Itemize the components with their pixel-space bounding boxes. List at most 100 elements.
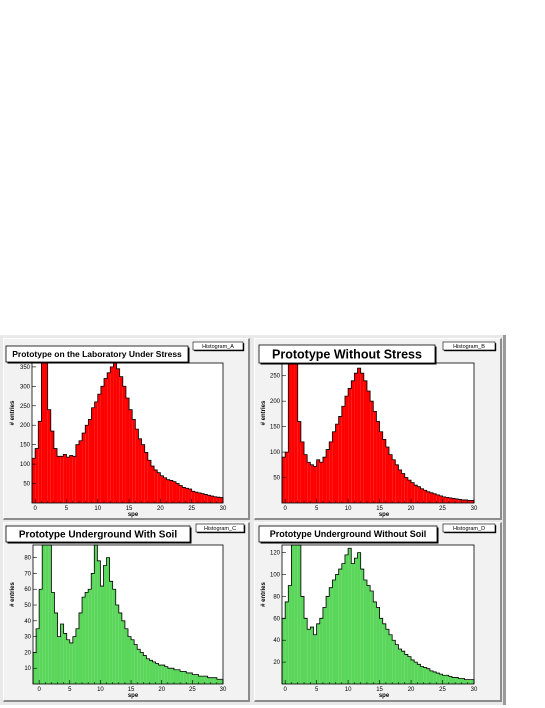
chart-title: Prototype on the Laboratory Under Stress — [12, 349, 182, 359]
histogram-bin — [461, 499, 465, 503]
y-tick-label: 120 — [270, 551, 281, 557]
histogram-bin — [173, 669, 178, 684]
histogram-bin — [191, 491, 195, 503]
histogram-bin — [351, 563, 355, 684]
y-tick-label: 250 — [20, 404, 31, 410]
histogram-bin — [310, 627, 314, 684]
histogram-bin — [78, 440, 83, 503]
histogram-bin — [57, 636, 61, 684]
histogram-bin — [69, 642, 73, 684]
histogram-bin — [344, 396, 349, 503]
histogram-bin — [445, 675, 449, 684]
histogram-bin — [423, 667, 427, 684]
histogram-bin — [433, 671, 437, 684]
histogram-bin — [109, 581, 113, 684]
x-tick-label: 30 — [471, 506, 478, 512]
histogram-bin — [32, 458, 36, 503]
histogram-bin — [147, 460, 151, 503]
y-axis-label: # entries — [10, 582, 16, 607]
histogram-bin — [150, 466, 155, 503]
histogram-bin — [144, 452, 148, 503]
histogram-bin — [183, 671, 187, 684]
histogram-bin — [436, 673, 440, 684]
histogram-bin — [354, 373, 358, 503]
histogram-name: Histogram_C — [204, 526, 236, 532]
histogram-bin — [300, 441, 305, 503]
histogram-bin — [360, 569, 364, 684]
x-tick-label: 0 — [33, 506, 37, 512]
histogram-bin — [436, 494, 440, 503]
histogram-bin — [344, 554, 349, 684]
histogram-bin — [47, 409, 51, 503]
histogram-bin — [439, 495, 443, 503]
histogram-bin — [157, 472, 161, 503]
histogram-bin — [379, 431, 383, 503]
histogram-bin — [461, 678, 465, 684]
histogram-bin — [313, 634, 317, 684]
histogram-bin — [285, 601, 289, 684]
histogram-bin — [442, 496, 446, 503]
histogram-bin — [455, 677, 459, 684]
x-tick-label: 15 — [126, 506, 133, 512]
histogram-bin — [448, 676, 452, 684]
x-tick-label: 25 — [188, 506, 195, 512]
histogram-bin — [41, 363, 45, 503]
histogram-bin — [313, 466, 317, 503]
name-box — [195, 523, 245, 533]
histogram-bin — [91, 407, 95, 503]
histogram-bin — [448, 497, 452, 503]
x-axis-label: spe — [128, 693, 139, 699]
histogram-bin — [420, 666, 424, 684]
histogram-bin — [304, 618, 308, 684]
x-tick-label: 0 — [283, 687, 287, 693]
histogram-bin — [376, 421, 380, 503]
y-tick-label: 200 — [20, 423, 31, 429]
histogram-bin — [210, 677, 214, 684]
x-tick-label: 15 — [376, 506, 383, 512]
histogram-bin — [370, 401, 374, 503]
y-tick-label: 250 — [270, 374, 281, 380]
title-box — [5, 525, 191, 543]
histogram-bin — [414, 662, 418, 684]
y-tick-label: 40 — [273, 638, 280, 644]
histogram-bin — [370, 590, 374, 684]
histogram-bin — [69, 455, 73, 503]
x-tick-label: 20 — [158, 687, 165, 693]
histogram-bin — [194, 492, 198, 503]
histogram-bin — [166, 479, 170, 503]
histogram-bin — [401, 473, 405, 503]
histogram-bin — [116, 368, 120, 503]
histogram-bin — [338, 569, 342, 684]
pad-histogram-c: 0 5 10 15 20 25 30 10 20 30 40 50 60 70 80 spe # entries… — [3, 522, 250, 702]
histogram-bin — [72, 636, 76, 684]
histogram-bin — [404, 477, 408, 503]
histogram-bin — [366, 391, 371, 503]
histogram-bin — [60, 456, 64, 503]
histogram-bin — [135, 429, 139, 503]
title-box — [258, 525, 438, 543]
histogram-bin — [104, 378, 108, 503]
histogram-bin — [207, 495, 211, 503]
histogram-bin — [54, 612, 58, 684]
histogram-bin — [88, 419, 92, 503]
histogram-bin — [451, 677, 456, 684]
histogram-bin — [100, 386, 105, 503]
histogram-bin — [185, 488, 189, 503]
histogram-bin — [382, 623, 386, 684]
histogram-bin — [294, 545, 298, 684]
x-tick-label: 5 — [315, 506, 319, 512]
histogram-bin — [411, 482, 415, 503]
histogram-bin — [129, 409, 133, 503]
histogram-bin — [195, 674, 199, 684]
x-tick-label: 10 — [345, 687, 352, 693]
histogram-bin — [207, 677, 211, 684]
histogram-bin — [167, 668, 171, 684]
histogram-bin — [357, 368, 361, 503]
y-tick-label: 60 — [24, 587, 31, 593]
histogram-bin — [63, 454, 67, 503]
histogram-bin — [121, 620, 125, 684]
y-tick-label: 100 — [270, 450, 281, 456]
histogram-bin — [297, 545, 301, 684]
histogram-bin — [282, 618, 286, 684]
histogram-bin — [170, 668, 174, 684]
